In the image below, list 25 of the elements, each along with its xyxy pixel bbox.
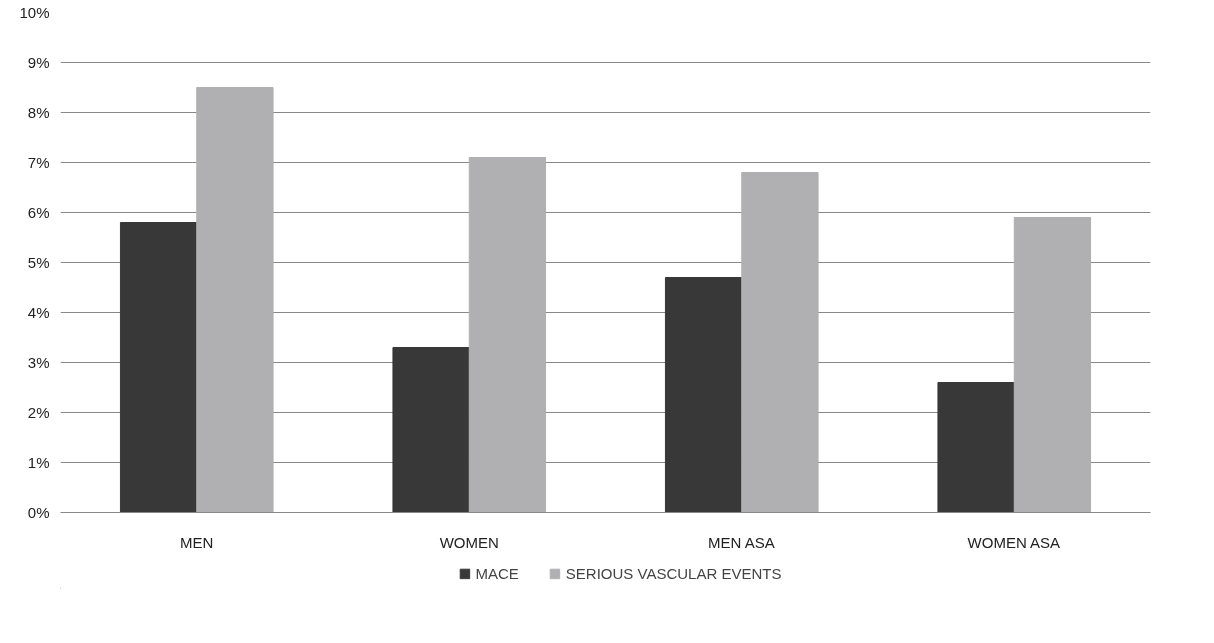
bar bbox=[196, 87, 274, 513]
bar bbox=[741, 172, 819, 513]
y-tick-label: 6% bbox=[27, 204, 50, 221]
x-tick-label: MEN ASA bbox=[707, 533, 775, 551]
legend-label: SERIOUS VASCULAR EVENTS bbox=[565, 564, 782, 582]
bar bbox=[1013, 217, 1092, 513]
y-tick-label: 10% bbox=[19, 4, 50, 21]
bar bbox=[119, 222, 198, 513]
legend-label: MACE bbox=[475, 564, 519, 582]
bar bbox=[937, 382, 1015, 513]
y-tick-label: 0% bbox=[27, 504, 50, 521]
y-tick-label: 8% bbox=[27, 104, 50, 121]
x-tick-label: WOMEN ASA bbox=[967, 533, 1061, 551]
y-tick-label: 1% bbox=[27, 454, 50, 471]
y-tick-label: 2% bbox=[27, 404, 50, 421]
y-tick-label: 9% bbox=[27, 54, 50, 71]
y-tick-label: 4% bbox=[27, 304, 50, 321]
y-tick-label: 3% bbox=[27, 354, 50, 371]
x-tick-label: MEN bbox=[180, 533, 214, 551]
y-tick-label: 7% bbox=[27, 154, 50, 171]
y-tick-label: 5% bbox=[27, 254, 50, 271]
x-tick-label: WOMEN bbox=[439, 533, 499, 551]
bar bbox=[664, 277, 743, 513]
bar bbox=[392, 347, 470, 513]
bar bbox=[468, 157, 547, 513]
